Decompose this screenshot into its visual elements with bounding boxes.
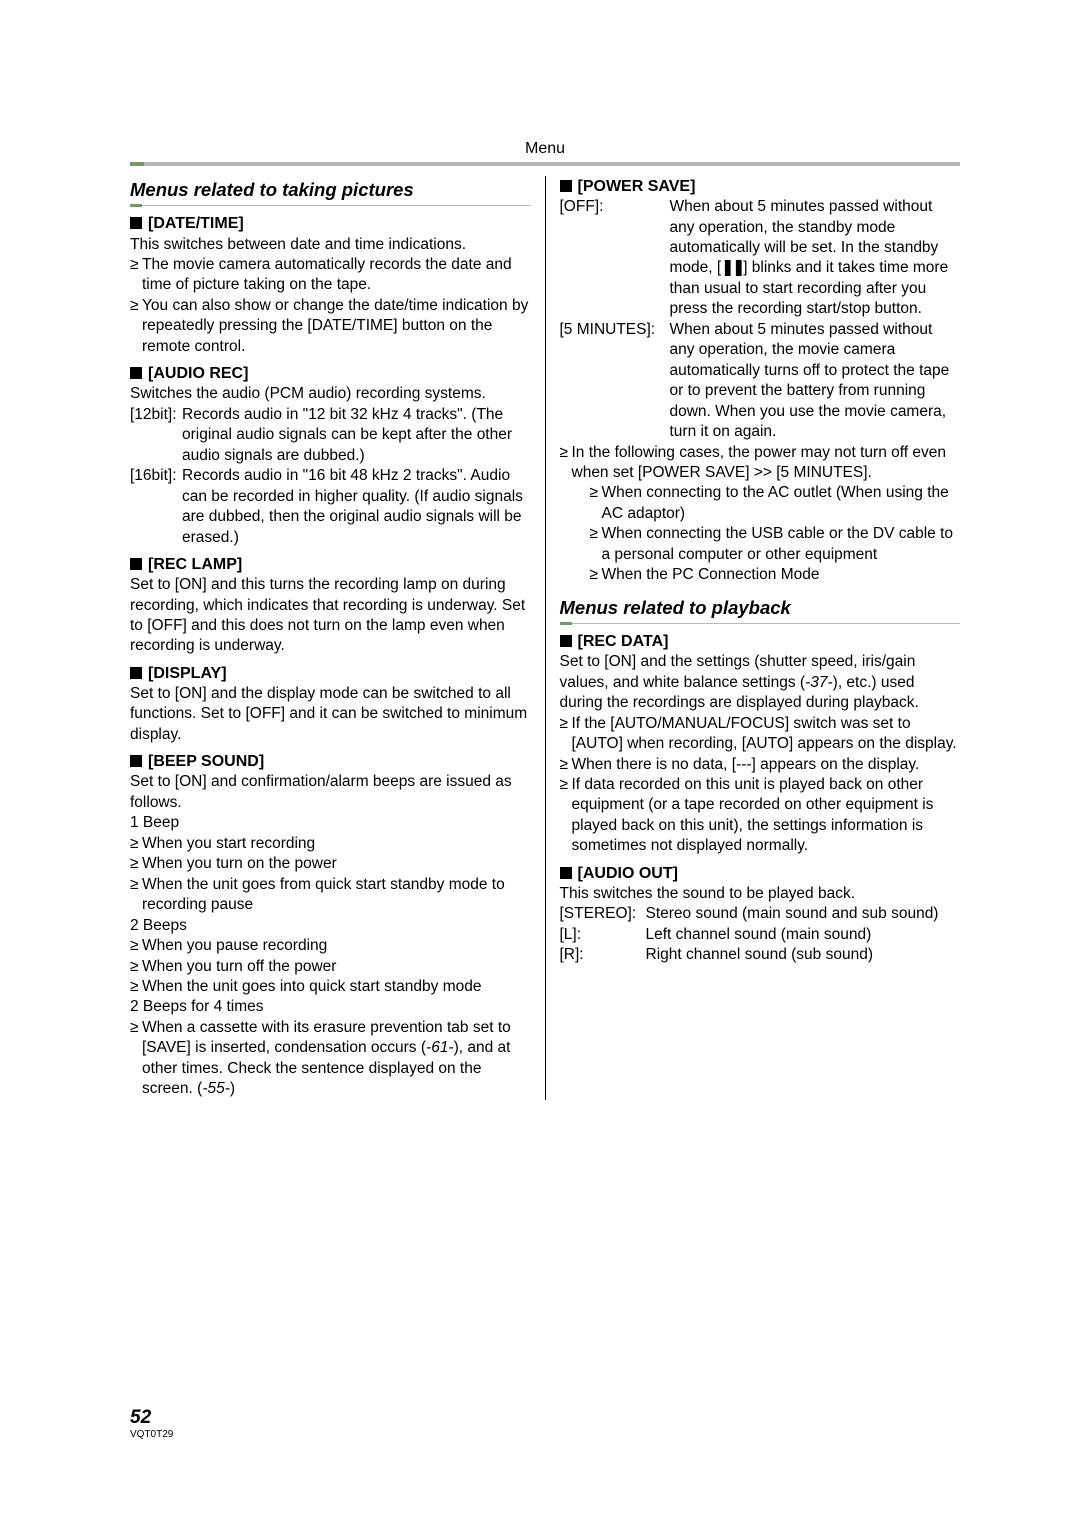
section-title-pictures: Menus related to taking pictures: [130, 178, 531, 202]
section-rule: [560, 622, 961, 625]
page-ref: -37-: [805, 674, 833, 691]
section-rule: [130, 204, 531, 207]
option-value: Right channel sound (sub sound): [646, 945, 961, 965]
list-item: When you turn on the power: [130, 854, 531, 874]
list-item: When the unit goes from quick start stan…: [130, 875, 531, 916]
beep-subhead-2: 2 Beeps: [130, 916, 531, 936]
option-label: [12bit]:: [130, 405, 182, 466]
rec-lamp-text: Set to [ON] and this turns the recording…: [130, 575, 531, 657]
square-bullet-icon: [130, 217, 142, 229]
list-item: When the unit goes into quick start stan…: [130, 977, 531, 997]
option-value: Records audio in "16 bit 48 kHz 2 tracks…: [182, 466, 531, 548]
right-column: [POWER SAVE] [OFF]: When about 5 minutes…: [546, 176, 961, 1100]
option-value: Records audio in "12 bit 32 kHz 4 tracks…: [182, 405, 531, 466]
heading-rec-lamp: [REC LAMP]: [130, 554, 531, 575]
doc-code: VQT0T29: [130, 1429, 173, 1440]
square-bullet-icon: [130, 558, 142, 570]
list-item: If the [AUTO/MANUAL/FOCUS] switch was se…: [560, 714, 961, 755]
square-bullet-icon: [130, 667, 142, 679]
audio-out-intro: This switches the sound to be played bac…: [560, 884, 961, 904]
beep-subhead-1: 1 Beep: [130, 813, 531, 833]
beep-subhead-3: 2 Beeps for 4 times: [130, 997, 531, 1017]
list-item: [12bit]: Records audio in "12 bit 32 kHz…: [130, 405, 531, 466]
list-item: When a cassette with its erasure prevent…: [130, 1018, 531, 1100]
audio-rec-intro: Switches the audio (PCM audio) recording…: [130, 384, 531, 404]
list-item: When the PC Connection Mode: [590, 565, 961, 585]
beep-list-1: When you start recording When you turn o…: [130, 834, 531, 916]
option-label: [5 MINUTES]:: [560, 320, 670, 443]
rec-data-list: If the [AUTO/MANUAL/FOCUS] switch was se…: [560, 714, 961, 857]
list-item: When you turn off the power: [130, 957, 531, 977]
date-time-list: The movie camera automatically records t…: [130, 255, 531, 357]
list-item: When you pause recording: [130, 936, 531, 956]
square-bullet-icon: [130, 755, 142, 767]
section-title-playback: Menus related to playback: [560, 596, 961, 620]
page-ref: -61-: [426, 1039, 454, 1056]
nested-list: When connecting to the AC outlet (When u…: [572, 483, 961, 585]
rec-data-intro: Set to [ON] and the settings (shutter sp…: [560, 652, 961, 713]
beep-list-3: When a cassette with its erasure prevent…: [130, 1018, 531, 1100]
page-number: 52: [130, 1407, 173, 1429]
option-label: [R]:: [560, 945, 646, 965]
list-item: When you start recording: [130, 834, 531, 854]
pause-icon: ❚❚: [721, 258, 743, 278]
list-item: [R]: Right channel sound (sub sound): [560, 945, 961, 965]
heading-power-save: [POWER SAVE]: [560, 176, 961, 197]
page-header: Menu: [130, 140, 960, 158]
left-column: Menus related to taking pictures [DATE/T…: [130, 176, 546, 1100]
list-item: [L]: Left channel sound (main sound): [560, 925, 961, 945]
list-item: [5 MINUTES]: When about 5 minutes passed…: [560, 320, 961, 443]
option-label: [16bit]:: [130, 466, 182, 548]
list-item: If data recorded on this unit is played …: [560, 775, 961, 857]
list-item: [16bit]: Records audio in "16 bit 48 kHz…: [130, 466, 531, 548]
list-item: [OFF]: When about 5 minutes passed witho…: [560, 197, 961, 320]
square-bullet-icon: [560, 635, 572, 647]
heading-audio-out: [AUDIO OUT]: [560, 863, 961, 884]
heading-audio-rec: [AUDIO REC]: [130, 363, 531, 384]
power-save-list: [OFF]: When about 5 minutes passed witho…: [560, 197, 961, 442]
list-item: You can also show or change the date/tim…: [130, 296, 531, 357]
header-rule: [130, 162, 960, 166]
list-item: When connecting the USB cable or the DV …: [590, 524, 961, 565]
content-columns: Menus related to taking pictures [DATE/T…: [130, 176, 960, 1100]
square-bullet-icon: [560, 867, 572, 879]
option-value: Left channel sound (main sound): [646, 925, 961, 945]
option-value: When about 5 minutes passed without any …: [670, 320, 961, 443]
option-label: [OFF]:: [560, 197, 670, 320]
power-save-notes: In the following cases, the power may no…: [560, 443, 961, 586]
list-item: When there is no data, [---] appears on …: [560, 755, 961, 775]
audio-rec-list: [12bit]: Records audio in "12 bit 32 kHz…: [130, 405, 531, 548]
square-bullet-icon: [560, 180, 572, 192]
heading-display: [DISPLAY]: [130, 663, 531, 684]
display-text: Set to [ON] and the display mode can be …: [130, 684, 531, 745]
option-label: [L]:: [560, 925, 646, 945]
beep-list-2: When you pause recording When you turn o…: [130, 936, 531, 997]
page-ref: -55-: [202, 1080, 230, 1097]
list-item: The movie camera automatically records t…: [130, 255, 531, 296]
heading-beep-sound: [BEEP SOUND]: [130, 751, 531, 772]
option-value: When about 5 minutes passed without any …: [670, 197, 961, 320]
date-time-intro: This switches between date and time indi…: [130, 235, 531, 255]
page-footer: 52 VQT0T29: [130, 1407, 173, 1440]
heading-rec-data: [REC DATA]: [560, 631, 961, 652]
option-value: Stereo sound (main sound and sub sound): [646, 904, 961, 924]
heading-date-time: [DATE/TIME]: [130, 213, 531, 234]
option-label: [STEREO]:: [560, 904, 646, 924]
square-bullet-icon: [130, 367, 142, 379]
list-item: When connecting to the AC outlet (When u…: [590, 483, 961, 524]
list-item: [STEREO]: Stereo sound (main sound and s…: [560, 904, 961, 924]
list-item: In the following cases, the power may no…: [560, 443, 961, 586]
manual-page: Menu Menus related to taking pictures [D…: [0, 0, 1080, 1500]
beep-intro: Set to [ON] and confirmation/alarm beeps…: [130, 772, 531, 813]
audio-out-list: [STEREO]: Stereo sound (main sound and s…: [560, 904, 961, 965]
